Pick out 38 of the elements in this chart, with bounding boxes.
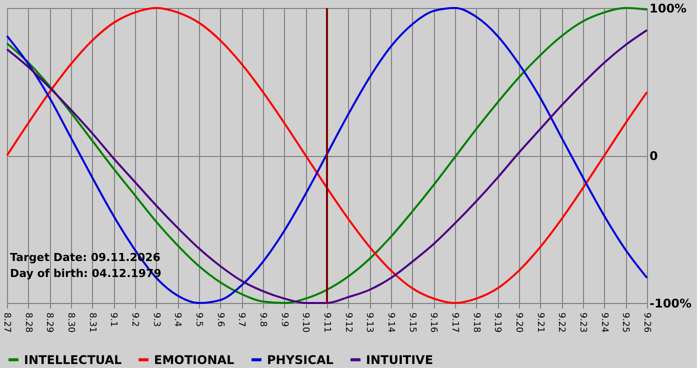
y-tick-label: 100% — [650, 2, 687, 16]
x-tick-label: 9.25 — [620, 312, 630, 333]
x-tick-label: 9.4 — [172, 312, 182, 328]
x-tick-label: 9.15 — [406, 312, 417, 333]
x-tick-label: 9.26 — [642, 312, 652, 333]
legend-label: INTELLECTUAL — [24, 352, 122, 367]
x-tick-label: 9.20 — [514, 312, 524, 333]
x-tick-label: 9.12 — [342, 312, 353, 333]
x-tick-label: 9.9 — [278, 312, 289, 328]
x-tick-label: 9.7 — [236, 312, 246, 327]
x-tick-label: 9.13 — [364, 312, 374, 333]
x-tick-label: 9.6 — [214, 312, 225, 328]
x-tick-label: 9.2 — [130, 312, 140, 327]
legend-label: PHYSICAL — [267, 352, 334, 367]
y-tick-label: 0 — [650, 149, 658, 163]
x-tick-label: 8.31 — [86, 312, 97, 333]
x-tick-label: 9.16 — [428, 312, 438, 333]
x-tick-label: 9.21 — [534, 312, 545, 333]
y-tick-label: -100% — [650, 296, 692, 310]
x-tick-label: 8.28 — [22, 312, 33, 333]
x-tick-label: 9.8 — [258, 312, 268, 328]
x-tick-label: 8.29 — [44, 312, 54, 333]
x-tick-label: 9.23 — [578, 312, 588, 333]
legend-label: INTUITIVE — [366, 352, 434, 367]
x-tick-label: 9.18 — [470, 312, 481, 333]
x-tick-label: 9.24 — [598, 312, 609, 333]
x-tick-label: 8.30 — [66, 312, 76, 333]
x-tick-label: 9.3 — [150, 312, 161, 327]
x-tick-label: 9.19 — [492, 312, 502, 333]
x-tick-label: 9.10 — [300, 312, 310, 333]
x-tick-label: 9.22 — [556, 312, 566, 333]
x-tick-label: 8.27 — [2, 312, 12, 333]
x-tick-label: 9.5 — [194, 312, 204, 327]
x-tick-label: 9.11 — [322, 312, 332, 333]
x-tick-label: 9.1 — [108, 312, 118, 327]
x-tick-label: 9.14 — [386, 312, 396, 333]
legend-label: EMOTIONAL — [154, 352, 235, 367]
x-tick-label: 9.17 — [450, 312, 460, 333]
